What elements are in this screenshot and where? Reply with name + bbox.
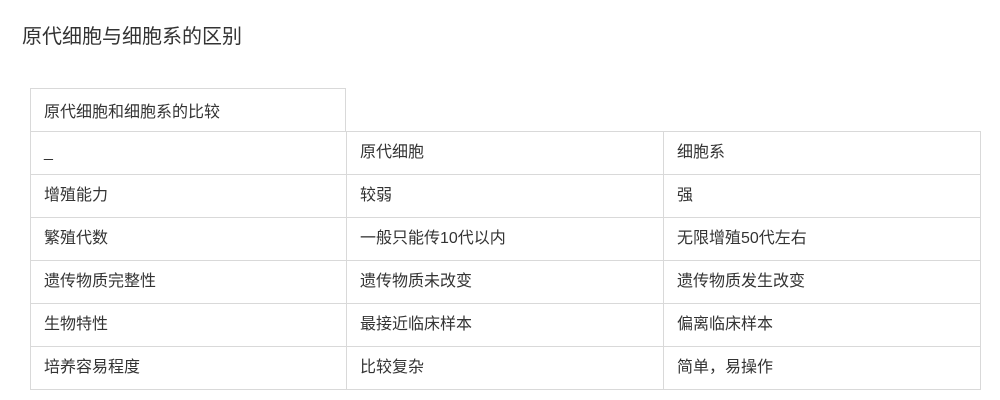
table-row: 增殖能力 较弱 强 bbox=[30, 174, 981, 218]
table-cell: 细胞系 bbox=[663, 131, 981, 175]
table-cell: 无限增殖50代左右 bbox=[663, 217, 981, 261]
table-cell: 强 bbox=[663, 174, 981, 218]
table-cell: 遗传物质发生改变 bbox=[663, 260, 981, 304]
table-cell: 比较复杂 bbox=[346, 346, 664, 390]
table-cell: 较弱 bbox=[346, 174, 664, 218]
table-cell: _ bbox=[30, 131, 347, 175]
table-cell: 繁殖代数 bbox=[30, 217, 347, 261]
table-cell: 生物特性 bbox=[30, 303, 347, 347]
table-cell: 遗传物质完整性 bbox=[30, 260, 347, 304]
table-row: 遗传物质完整性 遗传物质未改变 遗传物质发生改变 bbox=[30, 260, 981, 304]
table-cell: 培养容易程度 bbox=[30, 346, 347, 390]
table-row: 生物特性 最接近临床样本 偏离临床样本 bbox=[30, 303, 981, 347]
table-cell: 一般只能传10代以内 bbox=[346, 217, 664, 261]
table-cell: 简单，易操作 bbox=[663, 346, 981, 390]
table-cell: 增殖能力 bbox=[30, 174, 347, 218]
table-row: 培养容易程度 比较复杂 简单，易操作 bbox=[30, 346, 981, 390]
table-caption-cell: 原代细胞和细胞系的比较 bbox=[30, 88, 346, 131]
comparison-table: _ 原代细胞 细胞系 增殖能力 较弱 强 繁殖代数 一般只能传10代以内 无限增… bbox=[30, 131, 981, 390]
table-header-row: _ 原代细胞 细胞系 bbox=[30, 131, 981, 175]
table-caption-text: 原代细胞和细胞系的比较 bbox=[44, 104, 221, 121]
table-row: 繁殖代数 一般只能传10代以内 无限增殖50代左右 bbox=[30, 217, 981, 261]
table-cell: 偏离临床样本 bbox=[663, 303, 981, 347]
table-cell: 遗传物质未改变 bbox=[346, 260, 664, 304]
table-cell: 原代细胞 bbox=[346, 131, 664, 175]
table-cell: 最接近临床样本 bbox=[346, 303, 664, 347]
page-title: 原代细胞与细胞系的区别 bbox=[22, 26, 242, 48]
